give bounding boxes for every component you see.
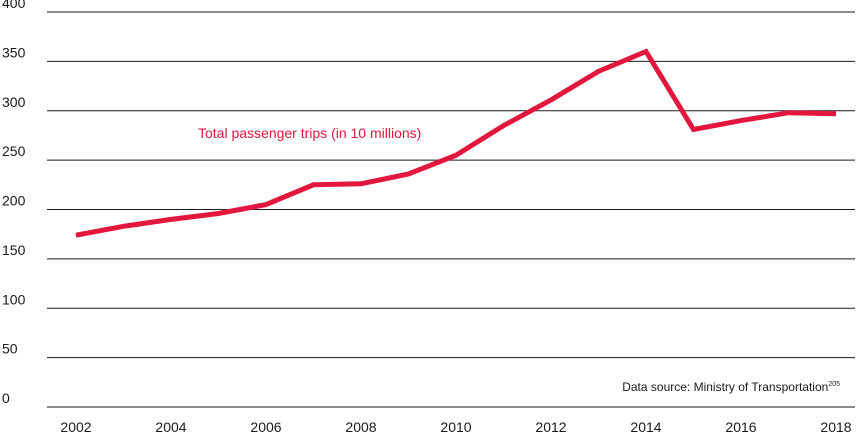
y-tick-label: 300: [2, 94, 26, 110]
x-tick-label: 2006: [250, 419, 281, 435]
y-tick-label: 400: [2, 0, 26, 11]
x-tick-label: 2012: [535, 419, 566, 435]
y-tick-label: 50: [2, 341, 18, 357]
x-tick-label: 2010: [440, 419, 471, 435]
x-tick-label: 2016: [725, 419, 756, 435]
x-tick-label: 2018: [820, 419, 851, 435]
data-source-text: Data source: Ministry of Transportation: [622, 380, 828, 394]
data-source-superscript: 205: [828, 381, 840, 388]
y-tick-label: 350: [2, 44, 26, 60]
gridlines: [47, 11, 855, 408]
x-tick-label: 2008: [345, 419, 376, 435]
x-tick-label: 2014: [630, 419, 661, 435]
series-lines: [75, 48, 837, 238]
x-tick-label: 2002: [60, 419, 91, 435]
y-tick-label: 150: [2, 242, 26, 258]
y-axis-ticks: 0 50 100 150 200 250 300 350 400: [2, 0, 26, 406]
data-source-note: Data source: Ministry of Transportation2…: [622, 380, 840, 394]
y-tick-label: 0: [2, 390, 10, 406]
series-line-0: [75, 48, 837, 238]
x-tick-label: 2004: [155, 419, 186, 435]
x-axis-ticks: 2002 2004 2006 2008 2010 2012 2014 2016 2018: [60, 419, 851, 435]
series-label: Total passenger trips (in 10 millions): [198, 125, 421, 141]
y-tick-label: 100: [2, 291, 26, 307]
y-tick-label: 200: [2, 193, 26, 209]
y-tick-label: 250: [2, 143, 26, 159]
